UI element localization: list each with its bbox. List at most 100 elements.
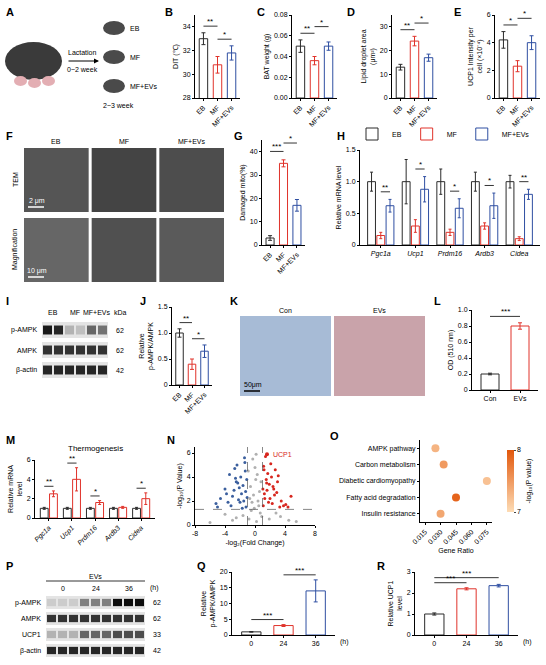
svg-text:62: 62 xyxy=(116,347,124,354)
svg-text:MF: MF xyxy=(275,251,287,263)
svg-text:0.4: 0.4 xyxy=(458,354,468,361)
svg-text:0.8: 0.8 xyxy=(458,322,468,329)
svg-text:Thermogenesis: Thermogenesis xyxy=(68,444,123,453)
svg-text:20: 20 xyxy=(220,568,228,575)
svg-text:Relative mRNAlevel: Relative mRNAlevel xyxy=(7,465,23,513)
svg-text:0: 0 xyxy=(487,94,491,101)
svg-text:B: B xyxy=(165,6,173,18)
svg-text:24: 24 xyxy=(280,640,288,647)
svg-text:*: * xyxy=(140,479,143,488)
svg-text:Lactation: Lactation xyxy=(68,49,97,56)
svg-text:*: * xyxy=(320,18,323,27)
svg-text:Fatty acid degradation: Fatty acid degradation xyxy=(346,494,415,502)
svg-text:K: K xyxy=(230,295,238,307)
svg-text:EB: EB xyxy=(195,104,207,116)
svg-text:M: M xyxy=(6,434,15,446)
svg-text:0.08: 0.08 xyxy=(274,11,288,18)
svg-text:0: 0 xyxy=(61,585,65,592)
svg-text:**: ** xyxy=(183,314,189,323)
svg-text:*: * xyxy=(488,176,491,185)
svg-text:8: 8 xyxy=(313,530,317,537)
svg-text:0.030: 0.030 xyxy=(426,528,443,545)
svg-text:***: *** xyxy=(501,307,510,316)
svg-text:0: 0 xyxy=(164,381,168,388)
svg-text:36: 36 xyxy=(312,640,320,647)
svg-text:UCP1: UCP1 xyxy=(273,451,292,458)
svg-text:MF+EVs: MF+EVs xyxy=(511,104,535,128)
svg-text:10: 10 xyxy=(380,71,388,78)
svg-text:6: 6 xyxy=(27,456,31,463)
svg-text:0.06: 0.06 xyxy=(274,32,288,39)
svg-text:EB: EB xyxy=(48,309,58,316)
svg-text:2: 2 xyxy=(27,495,31,502)
svg-text:1.5: 1.5 xyxy=(158,303,168,310)
svg-text:EB: EB xyxy=(392,104,404,116)
svg-text:0: 0 xyxy=(187,521,191,528)
svg-text:4: 4 xyxy=(487,39,491,46)
svg-text:C: C xyxy=(257,6,265,18)
svg-text:28: 28 xyxy=(183,94,191,101)
svg-text:32: 32 xyxy=(183,47,191,54)
svg-text:L: L xyxy=(434,295,441,307)
svg-text:P: P xyxy=(6,560,13,572)
svg-text:MF+EVs: MF+EVs xyxy=(178,138,206,145)
svg-text:β-actin: β-actin xyxy=(20,647,41,655)
svg-text:kDa: kDa xyxy=(114,309,127,316)
svg-text:***: *** xyxy=(295,566,304,575)
svg-text:0.2: 0.2 xyxy=(458,370,468,377)
svg-text:H: H xyxy=(337,130,345,142)
svg-text:0: 0 xyxy=(432,640,436,647)
svg-text:MF+EVs: MF+EVs xyxy=(276,251,300,275)
svg-text:Pgc1a: Pgc1a xyxy=(33,524,53,544)
svg-text:62: 62 xyxy=(116,327,124,334)
svg-text:0.00: 0.00 xyxy=(274,94,288,101)
svg-text:1.5: 1.5 xyxy=(346,146,356,153)
svg-text:Cidea: Cidea xyxy=(126,524,144,542)
svg-text:*: * xyxy=(94,487,97,496)
svg-text:4: 4 xyxy=(27,476,31,483)
svg-text:Relativep-AMPK/AMPK: Relativep-AMPK/AMPK xyxy=(200,579,217,627)
svg-text:*: * xyxy=(289,134,292,143)
svg-text:30: 30 xyxy=(250,171,258,178)
svg-text:Ardb3: Ardb3 xyxy=(474,250,494,257)
svg-text:-4: -4 xyxy=(222,530,228,537)
svg-text:EVs: EVs xyxy=(373,307,386,314)
svg-text:J: J xyxy=(140,295,146,307)
svg-text:0.075: 0.075 xyxy=(473,528,490,545)
svg-text:p-AMPK: p-AMPK xyxy=(15,599,41,607)
svg-text:30: 30 xyxy=(183,71,191,78)
svg-text:**: ** xyxy=(207,17,213,26)
svg-text:Lipid droplet area(μm²): Lipid droplet area(μm²) xyxy=(360,29,377,83)
svg-text:Ardb3: Ardb3 xyxy=(102,524,121,543)
svg-text:0: 0 xyxy=(27,514,31,521)
svg-text:EB: EB xyxy=(495,104,507,116)
svg-text:MF: MF xyxy=(70,309,80,316)
svg-text:p-AMPK: p-AMPK xyxy=(11,326,37,334)
svg-text:2: 2 xyxy=(487,67,491,74)
svg-text:34: 34 xyxy=(183,23,191,30)
svg-text:0.015: 0.015 xyxy=(411,528,428,545)
svg-text:-8: -8 xyxy=(192,530,198,537)
svg-text:EVs: EVs xyxy=(514,395,527,402)
svg-text:0: 0 xyxy=(254,241,258,248)
svg-text:Prdm16: Prdm16 xyxy=(438,250,463,257)
svg-text:EB: EB xyxy=(292,104,304,116)
svg-text:MF+EVs: MF+EVs xyxy=(408,104,432,128)
svg-text:Pgc1a: Pgc1a xyxy=(371,250,391,258)
svg-text:7: 7 xyxy=(517,508,521,515)
svg-text:Con: Con xyxy=(279,307,292,314)
svg-text:1.0: 1.0 xyxy=(346,178,356,185)
svg-text:AMPK: AMPK xyxy=(17,347,37,354)
svg-text:Gene Ratio: Gene Ratio xyxy=(438,547,474,554)
svg-text:N: N xyxy=(167,434,175,446)
svg-text:MF: MF xyxy=(509,104,521,116)
svg-text:(h): (h) xyxy=(340,638,349,646)
svg-text:24: 24 xyxy=(463,640,471,647)
svg-text:20: 20 xyxy=(250,195,258,202)
svg-text:***: *** xyxy=(446,574,455,583)
svg-text:*: * xyxy=(223,30,226,39)
svg-text:MF+EVs: MF+EVs xyxy=(308,104,332,128)
svg-text:*: * xyxy=(523,9,526,18)
svg-text:*: * xyxy=(509,16,512,25)
svg-text:24: 24 xyxy=(92,585,100,592)
